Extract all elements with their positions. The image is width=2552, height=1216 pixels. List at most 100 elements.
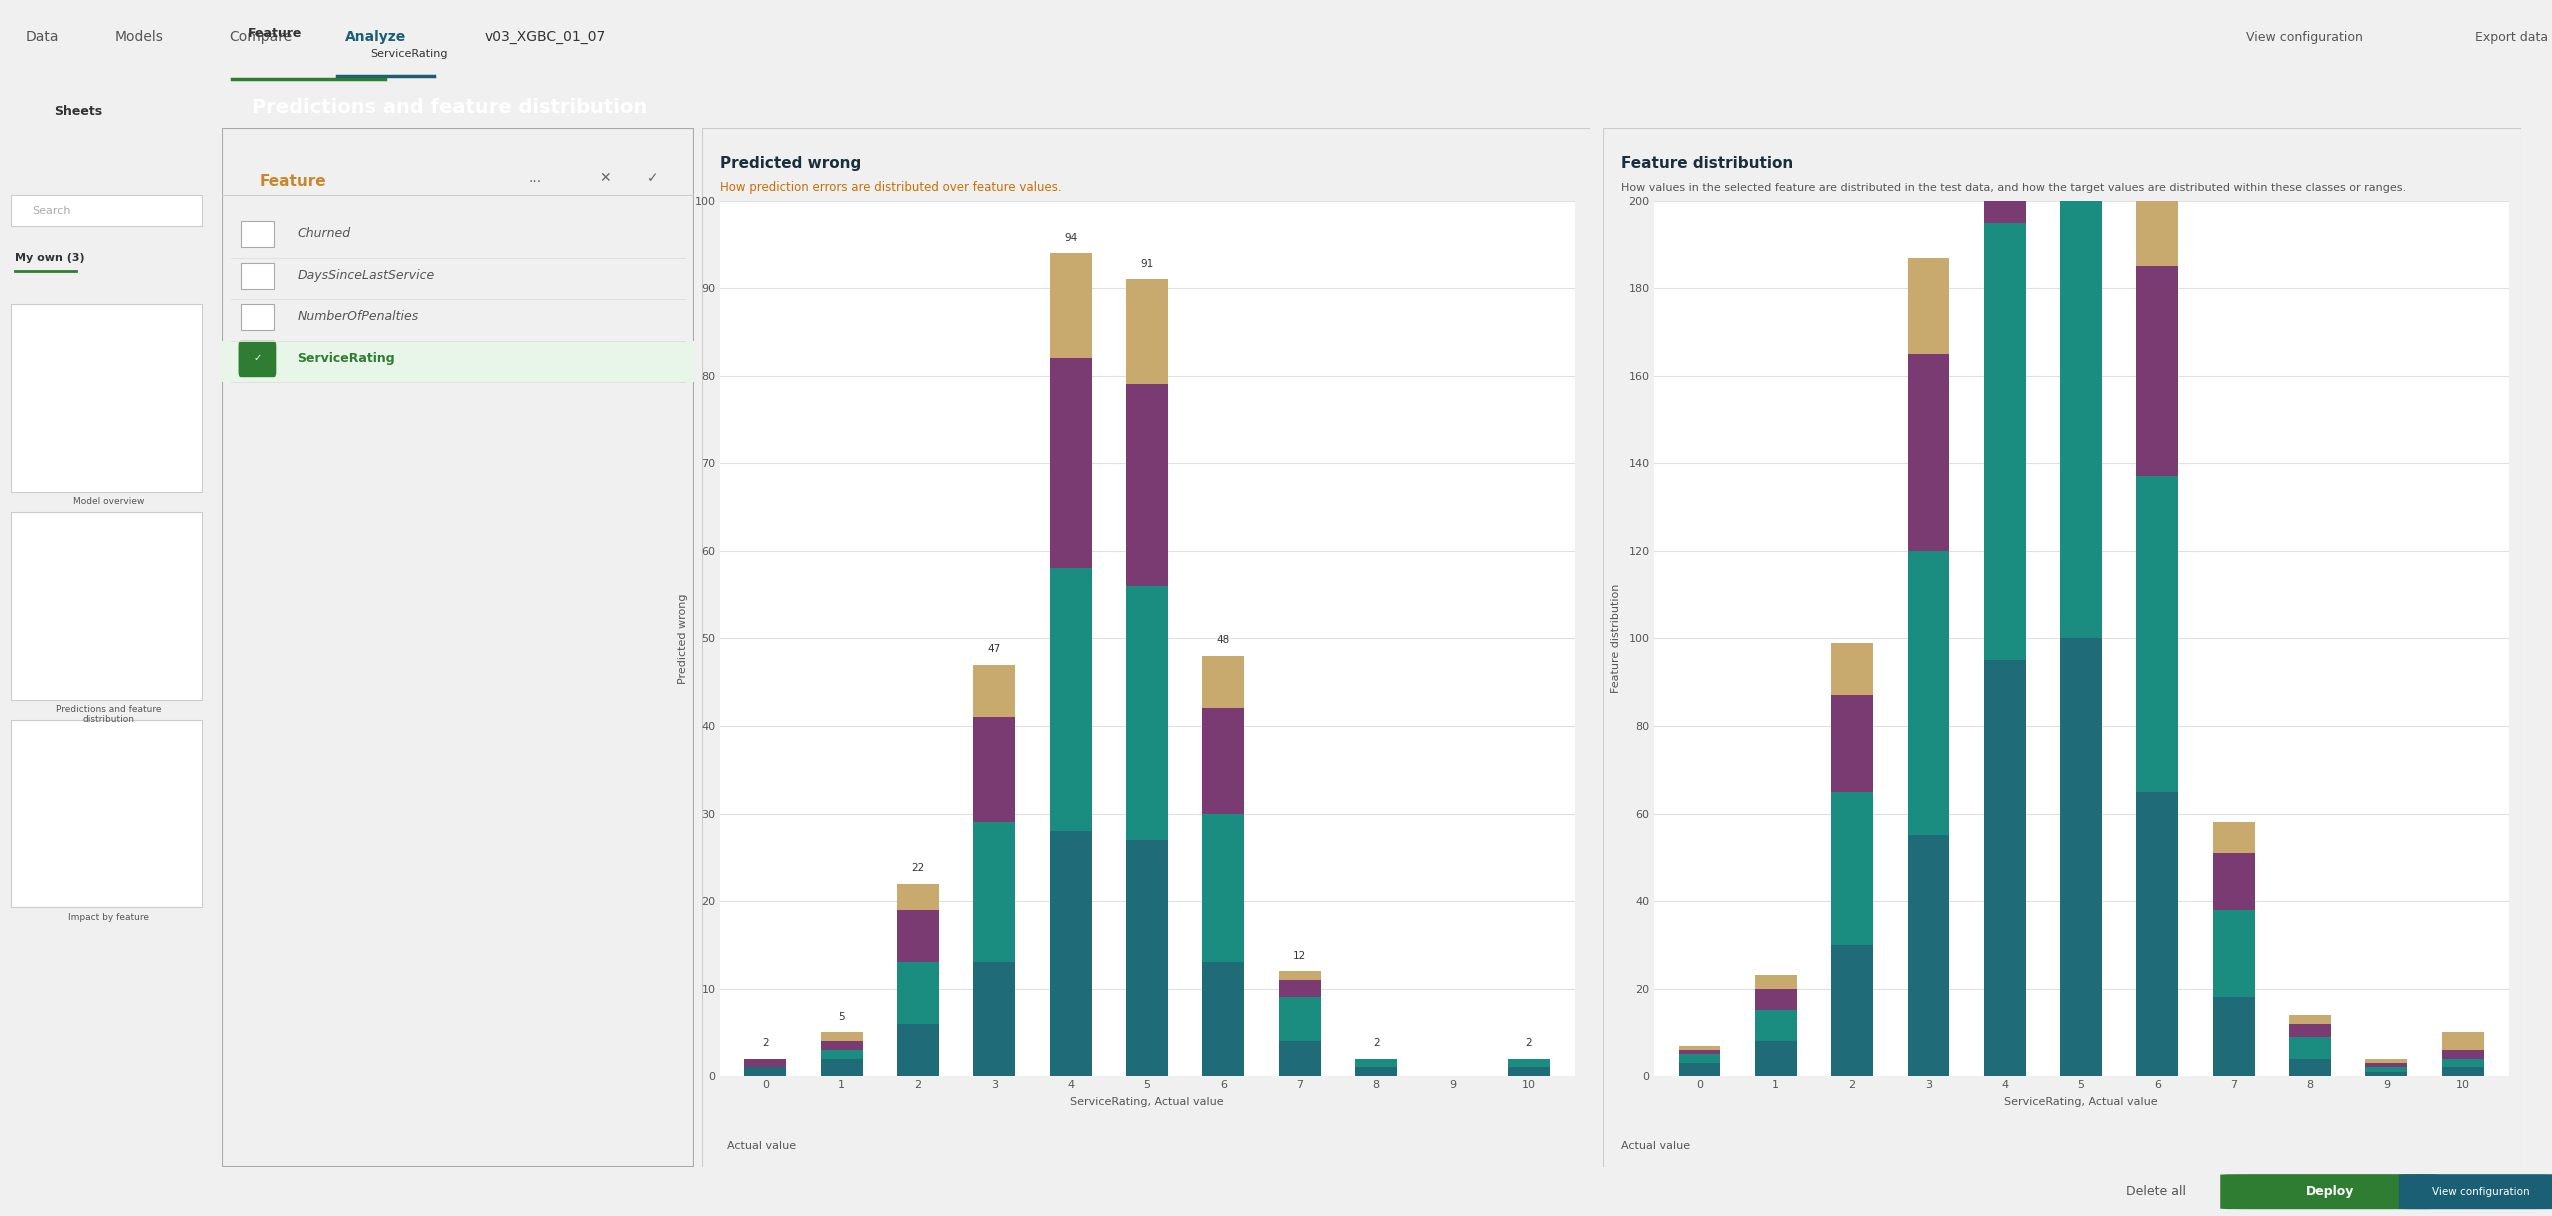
Text: Feature: Feature: [248, 27, 301, 40]
Bar: [1756, 989, 1797, 1010]
Bar: [972, 717, 1016, 822]
Text: Churned: Churned: [299, 227, 350, 241]
Bar: [2213, 852, 2256, 910]
Bar: [1279, 980, 1322, 997]
X-axis label: ServiceRating, Actual value: ServiceRating, Actual value: [2003, 1097, 2159, 1108]
Text: Models: Models: [115, 30, 163, 44]
Bar: [1202, 709, 1245, 814]
Text: ✓: ✓: [253, 354, 260, 364]
Bar: [2059, 638, 2103, 1076]
Bar: [1125, 384, 1169, 586]
Bar: [1832, 945, 1873, 1076]
X-axis label: ServiceRating, Actual value: ServiceRating, Actual value: [1069, 1097, 1225, 1108]
Text: 5: 5: [840, 1012, 845, 1021]
Text: How prediction errors are distributed over feature values.: How prediction errors are distributed ov…: [720, 181, 1062, 193]
Y-axis label: Predicted wrong: Predicted wrong: [676, 593, 686, 683]
Bar: [2442, 1068, 2483, 1076]
Text: Predictions and feature distribution: Predictions and feature distribution: [253, 98, 648, 117]
Bar: [1279, 1041, 1322, 1076]
Bar: [1049, 359, 1092, 568]
Bar: [1983, 660, 2026, 1076]
Text: Model overview: Model overview: [74, 497, 143, 506]
Bar: [1983, 223, 2026, 660]
Text: 91: 91: [1141, 259, 1154, 269]
Bar: [2442, 1049, 2483, 1059]
Bar: [898, 1024, 939, 1076]
Bar: [1125, 586, 1169, 840]
Text: Predicted wrong: Predicted wrong: [720, 156, 860, 170]
Text: NumberOfPenalties: NumberOfPenalties: [299, 310, 419, 323]
Bar: [1279, 997, 1322, 1041]
Text: Actual value: Actual value: [727, 1141, 796, 1152]
Bar: [2289, 1015, 2330, 1024]
Text: Delete all: Delete all: [2126, 1186, 2187, 1198]
Bar: [2442, 1032, 2483, 1049]
Bar: [1508, 1068, 1549, 1076]
Text: 12: 12: [1294, 951, 1307, 961]
Bar: [2213, 822, 2256, 852]
Bar: [1756, 1041, 1797, 1076]
FancyBboxPatch shape: [2220, 1175, 2437, 1209]
Bar: [1508, 1059, 1549, 1068]
Bar: [972, 665, 1016, 717]
Legend: Blue Plan, Green Plan, Purple Plan, Red Plan: Blue Plan, Green Plan, Purple Plan, Red …: [1917, 1214, 2246, 1216]
Text: v03_XGBC_01_07: v03_XGBC_01_07: [485, 30, 607, 44]
Legend: Blue Plan, Green Plan, Purple Plan, Red Plan: Blue Plan, Green Plan, Purple Plan, Red …: [983, 1214, 1312, 1216]
Bar: [1906, 551, 1950, 835]
Text: Search: Search: [33, 206, 71, 216]
Bar: [2136, 792, 2179, 1076]
Text: 22: 22: [911, 863, 924, 873]
Bar: [10, 720, 202, 907]
Text: 2: 2: [1373, 1038, 1381, 1048]
Text: 2: 2: [763, 1038, 768, 1048]
Bar: [1832, 696, 1873, 792]
Bar: [2059, 0, 2103, 179]
Bar: [1125, 840, 1169, 1076]
Bar: [898, 962, 939, 1024]
Bar: [1906, 354, 1950, 551]
Text: Feature distribution: Feature distribution: [1621, 156, 1792, 170]
Bar: [1756, 1010, 1797, 1041]
Bar: [10, 512, 202, 699]
Bar: [1906, 835, 1950, 1076]
Bar: [2289, 1059, 2330, 1076]
Text: Deploy: Deploy: [2307, 1186, 2353, 1198]
Bar: [822, 1041, 863, 1049]
Bar: [2289, 1037, 2330, 1059]
Bar: [222, 340, 694, 382]
Bar: [898, 884, 939, 910]
Bar: [1049, 831, 1092, 1076]
Bar: [1906, 258, 1950, 354]
Text: Compare: Compare: [230, 30, 293, 44]
Bar: [2366, 1071, 2407, 1076]
Text: How values in the selected feature are distributed in the test data, and how the: How values in the selected feature are d…: [1621, 182, 2407, 193]
Text: Data: Data: [26, 30, 59, 44]
Bar: [10, 196, 202, 226]
Bar: [1679, 1046, 1720, 1049]
Bar: [1355, 1068, 1396, 1076]
Bar: [240, 221, 273, 247]
Bar: [898, 910, 939, 962]
Text: 47: 47: [988, 644, 1000, 654]
Bar: [1202, 962, 1245, 1076]
Bar: [822, 1049, 863, 1059]
Bar: [1355, 1059, 1396, 1068]
FancyBboxPatch shape: [237, 340, 276, 377]
Bar: [1756, 975, 1797, 989]
Bar: [1679, 1049, 1720, 1054]
Bar: [2442, 1059, 2483, 1068]
Bar: [1202, 814, 1245, 962]
Bar: [1983, 0, 2026, 223]
Bar: [1679, 1063, 1720, 1076]
Bar: [2136, 162, 2179, 266]
Bar: [1279, 972, 1322, 980]
Bar: [1125, 280, 1169, 384]
Text: DaysSinceLastService: DaysSinceLastService: [299, 269, 434, 282]
Text: ✕: ✕: [600, 171, 612, 185]
Text: View configuration: View configuration: [2246, 30, 2363, 44]
Bar: [972, 822, 1016, 962]
Y-axis label: Feature distribution: Feature distribution: [1610, 584, 1621, 693]
Bar: [2136, 266, 2179, 477]
Bar: [2289, 1024, 2330, 1037]
Text: Predictions and feature
distribution: Predictions and feature distribution: [56, 705, 161, 724]
